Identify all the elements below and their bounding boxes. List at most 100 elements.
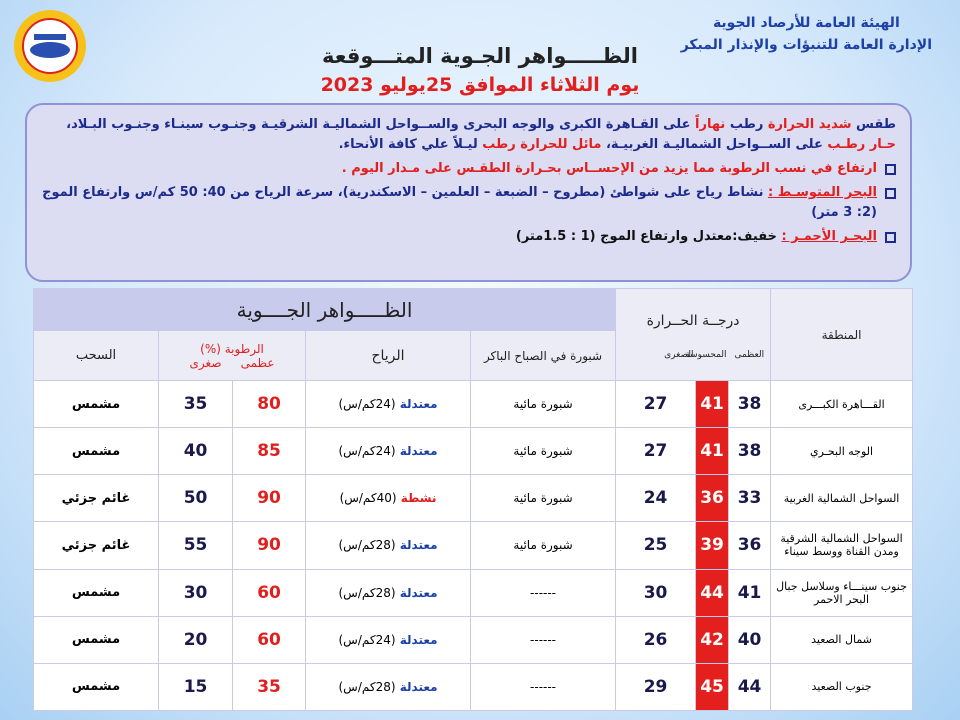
- hum-min: 55: [158, 521, 234, 570]
- clouds-header: السحب: [32, 330, 160, 381]
- text: على القـاهرة الكبرى والوجه البحرى والســ…: [66, 117, 691, 132]
- temp-max: 36: [728, 521, 772, 570]
- bullet-label: البحر المتوسـط :: [767, 185, 877, 200]
- org-name: الهيئة العامة للأرصاد الجوية: [712, 15, 900, 31]
- bullet: البحر المتوسـط : نشاط رياح على شواطئ (مط…: [41, 183, 896, 223]
- hum-max: 35: [232, 662, 307, 711]
- wind: معتدلة (24كم/س): [305, 615, 472, 664]
- hum-min-header: صغرى: [189, 355, 222, 370]
- clouds: مشمس: [32, 568, 160, 617]
- table-row: السواحل الشمالية الغربية 33 36 24 شبورة مائي…: [32, 474, 914, 523]
- temp-min: 26: [615, 615, 697, 664]
- text: ليـلاً علي كافة الأنحاء.: [338, 137, 478, 152]
- bullet-text: خفيف:معتدل وارتفاع الموج (1 : 1.5متر): [515, 229, 777, 244]
- wind-header: الرياح: [305, 330, 472, 381]
- hum-min: 30: [158, 568, 234, 617]
- table-row: شمال الصعيد 40 42 26 ------ معتدلة (24كم/س) 60…: [32, 615, 914, 664]
- region: القـــاهرة الكبـــرى: [770, 379, 914, 429]
- region: شمال الصعيد: [770, 615, 914, 664]
- wind: معتدلة (24كم/س): [305, 379, 472, 429]
- wind-state: معتدلة: [399, 585, 438, 600]
- humidity-sub: عظمى صغرى: [161, 356, 303, 370]
- temp-min: 24: [615, 474, 697, 523]
- temp-max: 38: [728, 427, 772, 476]
- text: رطب: [729, 117, 764, 132]
- text: على الســواحل الشماليـة الغربيـة،: [605, 137, 823, 152]
- hum-max-header: عظمى: [240, 355, 275, 370]
- clouds: غائم جزئي: [32, 474, 160, 523]
- logo: [14, 10, 86, 82]
- clouds: مشمس: [32, 662, 160, 711]
- region: جنوب سينـــاء وسلاسل جبال البحر الاحمر: [770, 568, 914, 617]
- temp-felt: 41: [695, 427, 730, 476]
- clouds: مشمس: [32, 615, 160, 664]
- hum-min: 35: [158, 379, 234, 429]
- table-row: جنوب سينـــاء وسلاسل جبال البحر الاحمر 41…: [32, 568, 914, 617]
- wind-speed: (24كم/س): [338, 397, 396, 412]
- bullet-label: البحـر الأحمـر :: [781, 229, 877, 244]
- wind-state: معتدلة: [399, 538, 438, 553]
- wind-speed: (40كم/س): [339, 491, 397, 506]
- hum-min: 20: [158, 615, 234, 664]
- temp-max: 41: [728, 568, 772, 617]
- hum-min: 40: [158, 427, 234, 476]
- fog: شبورة مائية: [470, 474, 617, 523]
- fog: ------: [470, 662, 617, 711]
- temp-max: 33: [728, 474, 772, 523]
- logo-wave: [30, 42, 70, 58]
- hum-max: 90: [232, 521, 307, 570]
- clouds: مشمس: [32, 379, 160, 429]
- hum-max: 60: [232, 568, 307, 617]
- hum-min: 15: [158, 662, 234, 711]
- summary-box: طقس شديد الحرارة رطب نهاراً على القـاهرة…: [25, 103, 912, 282]
- wind-speed: (28كم/س): [338, 679, 396, 694]
- hum-max: 80: [232, 379, 307, 429]
- humidity-header: الرطوبة (%) عظمى صغرى: [158, 330, 307, 381]
- wind-speed: (28كم/س): [338, 585, 396, 600]
- wind-speed: (24كم/س): [338, 632, 396, 647]
- temperature-header: درجــة الحــرارة: [615, 288, 772, 331]
- temp-min-header: الصغرى: [615, 330, 696, 381]
- wind-speed: (24كم/س): [338, 444, 396, 459]
- region-header: المنطقة: [770, 288, 914, 381]
- hum-max: 90: [232, 474, 307, 523]
- wind: نشطة (40كم/س): [305, 474, 472, 523]
- table-title: الظـــــواهر الجــــوية: [32, 288, 617, 331]
- text: طقس: [856, 117, 896, 132]
- fog: ------: [470, 568, 617, 617]
- wind-state: معتدلة: [399, 397, 438, 412]
- fog-header: شبورة في الصباح الباكر: [470, 330, 617, 381]
- fog: ------: [470, 615, 617, 664]
- wind-state: معتدلة: [399, 632, 438, 647]
- wind-state: معتدلة: [399, 444, 438, 459]
- region: جنوب الصعيد: [770, 662, 914, 711]
- fog: شبورة مائية: [470, 427, 617, 476]
- org-header: الهيئة العامة للأرصاد الجوية الإدارة الع…: [681, 12, 932, 56]
- wind: معتدلة (28كم/س): [305, 568, 472, 617]
- bullet-text: ارتفاع في نسب الرطوبة مما يزيد من الإحسـ…: [341, 161, 877, 176]
- temp-felt: 36: [695, 474, 730, 523]
- fog: شبورة مائية: [470, 379, 617, 429]
- text: مائل للحرارة رطب: [482, 137, 602, 152]
- temp-felt-header: المحسوسة: [685, 330, 729, 381]
- temp-max: 40: [728, 615, 772, 664]
- temp-min: 27: [615, 427, 697, 476]
- text: حـار رطـب: [827, 137, 896, 152]
- table-row: جنوب الصعيد 44 45 29 ------ معتدلة (28كم/س) 35…: [32, 662, 914, 711]
- temp-min: 29: [615, 662, 697, 711]
- summary-paragraph: طقس شديد الحرارة رطب نهاراً على القـاهرة…: [41, 115, 896, 155]
- weather-table: المنطقة درجــة الحــرارة الظـــــواهر ال…: [32, 288, 914, 711]
- table-row: السواحل الشمالية الشرقية ومدن القناة ووس…: [32, 521, 914, 570]
- hum-max: 85: [232, 427, 307, 476]
- temp-min: 30: [615, 568, 697, 617]
- fog: شبورة مائية: [470, 521, 617, 570]
- clouds: غائم جزئي: [32, 521, 160, 570]
- temp-felt: 45: [695, 662, 730, 711]
- temp-min: 25: [615, 521, 697, 570]
- temp-felt: 41: [695, 379, 730, 429]
- hum-max: 60: [232, 615, 307, 664]
- text: شديد الحرارة: [767, 117, 852, 132]
- title: الظـــــواهر الجـوية المتـــوقعة: [322, 44, 638, 68]
- bullet-text: نشاط رياح على شواطئ (مطروح – الضبعة – ال…: [42, 185, 877, 220]
